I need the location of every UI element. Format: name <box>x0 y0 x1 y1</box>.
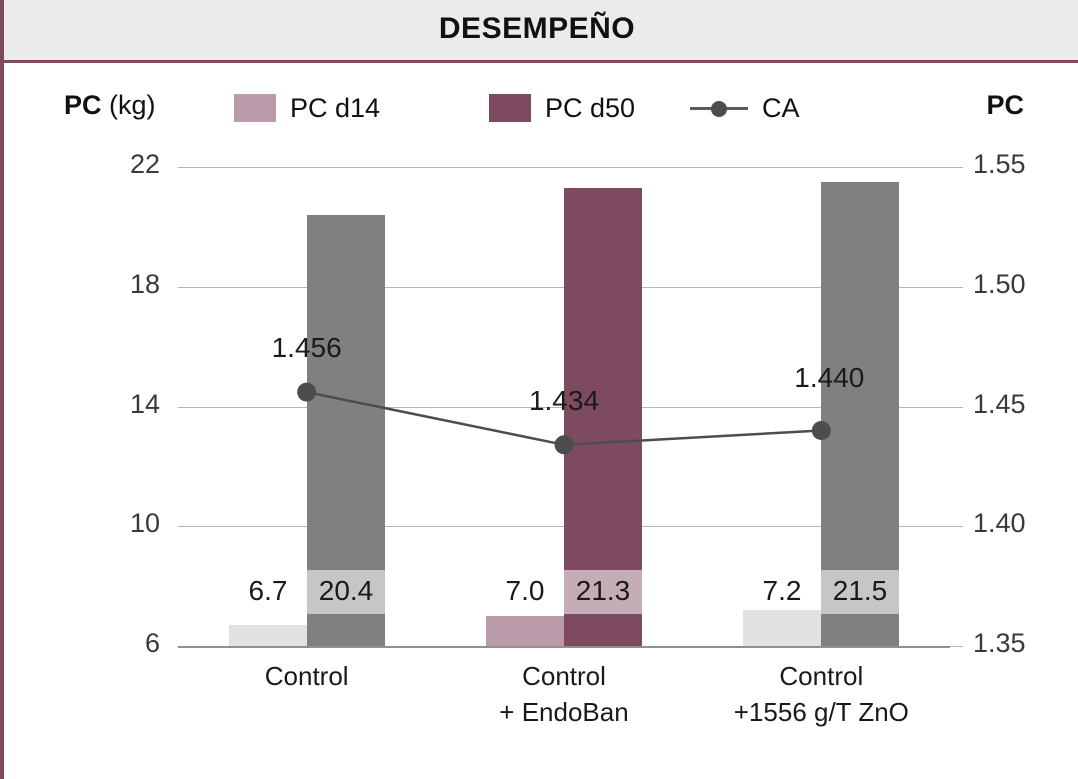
header-accent-underline <box>0 60 1078 63</box>
bar-pc-d14[interactable] <box>229 625 307 646</box>
ca-line-path <box>306 390 822 447</box>
left-accent-border <box>0 0 4 779</box>
y2-axis-tickmark <box>950 167 963 168</box>
ca-data-label: 1.434 <box>528 384 600 416</box>
chart-title: DESEMPEÑO <box>438 12 636 45</box>
bar-label-pc-d50: 21.5 <box>832 575 888 606</box>
y-axis-tick-label: 22 <box>129 149 160 179</box>
square-swatch-icon <box>234 94 276 122</box>
legend-item-pc-d14-label: PC d14 <box>290 92 381 123</box>
x-axis-category-line: +1556 g/T ZnO <box>733 697 909 727</box>
square-swatch-icon <box>489 94 531 122</box>
y-axis-tick-label: 18 <box>129 269 160 299</box>
x-axis-category-label: Control +1556 g/T ZnO <box>673 658 970 730</box>
bar-pc-d14[interactable] <box>486 616 564 646</box>
y2-axis-tickmark <box>950 526 963 527</box>
y2-axis-tickmark <box>950 646 963 647</box>
ca-data-point-marker[interactable] <box>554 435 574 455</box>
bar-label-pc-d14: 7.2 <box>762 575 802 606</box>
legend-item-pc-d50[interactable]: PC d50 <box>489 88 635 128</box>
ca-data-point-marker[interactable] <box>811 421 831 440</box>
bar-label-band <box>564 570 642 614</box>
x-axis-category-label: Control + EndoBan <box>415 658 712 730</box>
y2-axis-tickmark <box>950 407 963 408</box>
y-axis-tick-label: 14 <box>129 389 160 419</box>
legend-item-pc-d50-label: PC d50 <box>545 92 636 123</box>
y2-axis-tickmark <box>950 287 963 288</box>
chart-header-bar <box>4 0 1078 60</box>
x-axis-category-line: Control <box>522 661 606 691</box>
x-axis-category-line: Control <box>264 661 349 691</box>
bar-label-pc-d14: 7.0 <box>505 575 545 606</box>
bar-pc-d50[interactable] <box>821 182 899 646</box>
bar-label-band <box>821 570 899 614</box>
y2-axis-tick-label: 1.35 <box>973 628 1026 658</box>
x-axis-category-label: Control <box>158 658 455 694</box>
bar-label-pc-d14: 6.7 <box>248 575 288 606</box>
left-axis-title-bold: PC <box>64 90 102 120</box>
left-axis-title: PC (kg) <box>64 90 156 121</box>
y2-axis-tick-label: 1.40 <box>973 508 1026 538</box>
x-axis-category-line: + EndoBan <box>499 697 629 727</box>
gridline <box>178 407 950 408</box>
y2-axis-tick-label: 1.45 <box>973 389 1026 419</box>
ca-data-label: 1.456 <box>271 332 342 364</box>
legend-item-pc-d14[interactable]: PC d14 <box>234 88 380 128</box>
y2-axis-tick-label: 1.50 <box>973 269 1026 299</box>
gridline <box>178 526 950 527</box>
x-axis-line <box>178 646 950 648</box>
left-axis-title-unit: (kg) <box>101 90 156 120</box>
bar-pc-d50[interactable] <box>307 215 385 646</box>
gridline <box>178 287 950 288</box>
y-axis-tick-label: 6 <box>144 628 160 658</box>
bar-label-band <box>307 570 385 614</box>
ca-data-point-marker[interactable] <box>297 382 317 402</box>
bar-label-pc-d50: 21.3 <box>575 575 631 606</box>
gridline <box>178 167 950 168</box>
y-axis-tick-label: 10 <box>129 508 160 538</box>
y2-axis-tick-label: 1.55 <box>973 149 1026 179</box>
legend-item-ca-label: CA <box>762 92 800 123</box>
bar-pc-d50[interactable] <box>564 188 642 646</box>
ca-data-label: 1.440 <box>794 362 865 394</box>
chart-legend: PC (kg) PC d14 PC d50 CA PC <box>0 88 1078 134</box>
right-axis-title: PC <box>986 90 1024 120</box>
bar-pc-d14[interactable] <box>743 610 821 646</box>
legend-item-ca[interactable]: CA <box>690 88 800 128</box>
x-axis-category-line: Control <box>779 661 864 691</box>
line-marker-icon <box>690 94 748 122</box>
bar-label-pc-d50: 20.4 <box>318 575 374 606</box>
